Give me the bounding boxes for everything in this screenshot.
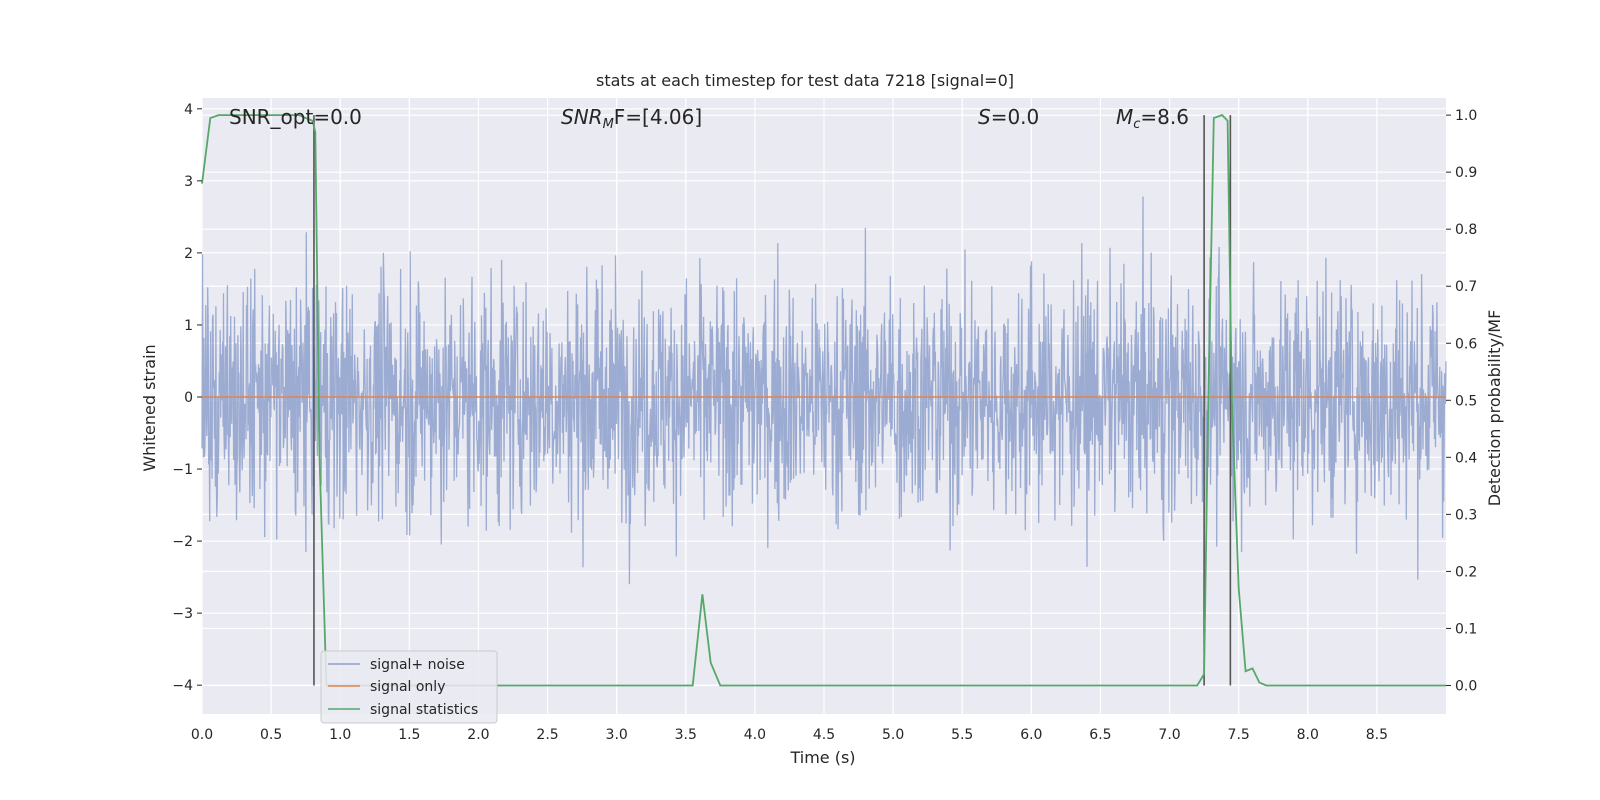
x-tick-label: 1.5 bbox=[398, 727, 420, 743]
signal-statistics-line bbox=[201, 114, 1446, 687]
annotation-mc: Mc=8.6 bbox=[1116, 105, 1189, 132]
x-tick-label: 8.0 bbox=[1297, 727, 1319, 743]
y-tick-label: 0 bbox=[184, 390, 193, 406]
annotation-snr-opt: SNR_opt=0.0 bbox=[229, 105, 362, 129]
x-tick-label: 7.0 bbox=[1158, 727, 1180, 743]
y-tick-label: −3 bbox=[172, 606, 193, 622]
y-right-tick-label: 0.0 bbox=[1455, 678, 1477, 694]
x-tick-label: 3.0 bbox=[606, 727, 628, 743]
chart-title: stats at each timestep for test data 721… bbox=[596, 71, 1014, 90]
y-right-tick-label: 1.0 bbox=[1455, 108, 1477, 124]
y-axis-ticks: 4 3 2 1 0 −1 −2 −3 −4 bbox=[172, 102, 202, 694]
x-tick-label: 6.5 bbox=[1089, 727, 1111, 743]
y-axis-label: Whitened strain bbox=[140, 344, 159, 471]
x-tick-label: 7.5 bbox=[1228, 727, 1250, 743]
x-tick-label: 8.5 bbox=[1366, 727, 1388, 743]
y-tick-label: −4 bbox=[172, 678, 193, 694]
y-right-tick-label: 0.6 bbox=[1455, 336, 1477, 352]
y-right-tick-label: 0.2 bbox=[1455, 564, 1477, 580]
x-tick-label: 4.5 bbox=[813, 727, 835, 743]
x-tick-label: 5.5 bbox=[951, 727, 973, 743]
y-right-axis-label: Detection probability/MF bbox=[1485, 310, 1504, 507]
x-tick-label: 2.0 bbox=[467, 727, 489, 743]
y-right-tick-label: 0.5 bbox=[1455, 393, 1477, 409]
y-right-tick-label: 0.7 bbox=[1455, 279, 1477, 295]
x-axis-ticks: 0.0 0.5 1.0 1.5 2.0 2.5 3.0 3.5 4.0 4.5 5.0 5.5 6.0 6… bbox=[191, 727, 1388, 743]
noise-path bbox=[201, 196, 1447, 585]
y-right-tick-label: 0.8 bbox=[1455, 222, 1477, 238]
legend-label-statistics: signal statistics bbox=[370, 702, 478, 718]
x-tick-label: 4.0 bbox=[744, 727, 766, 743]
x-tick-label: 5.0 bbox=[882, 727, 904, 743]
annotation-snr-mf: SNRMF=[4.06] bbox=[561, 105, 702, 132]
vertical-markers bbox=[313, 115, 1232, 686]
legend-label-noise: signal+ noise bbox=[370, 657, 465, 673]
legend: signal+ noise signal only signal statist… bbox=[320, 650, 498, 724]
y-tick-label: 4 bbox=[184, 102, 193, 118]
y-tick-label: 1 bbox=[184, 318, 193, 334]
legend-label-signal-only: signal only bbox=[370, 679, 445, 695]
legend-box bbox=[320, 650, 498, 724]
x-tick-label: 6.0 bbox=[1020, 727, 1042, 743]
y-right-tick-label: 0.4 bbox=[1455, 450, 1477, 466]
x-tick-label: 3.5 bbox=[675, 727, 697, 743]
y-right-axis-ticks: 1.0 0.9 0.8 0.7 0.6 0.5 0.4 0.3 0.2 0.1 0.0 bbox=[1446, 108, 1477, 694]
x-tick-label: 2.5 bbox=[536, 727, 558, 743]
y-tick-label: −2 bbox=[172, 534, 193, 550]
annotation-s: S=0.0 bbox=[978, 105, 1039, 129]
y-tick-label: 3 bbox=[184, 174, 193, 190]
y-right-tick-label: 0.1 bbox=[1455, 621, 1477, 637]
x-axis-label: Time (s) bbox=[789, 748, 855, 767]
y-tick-label: 2 bbox=[184, 246, 193, 262]
y-tick-label: −1 bbox=[172, 462, 193, 478]
noise-series bbox=[201, 196, 1447, 585]
y-right-tick-label: 0.3 bbox=[1455, 507, 1477, 523]
x-tick-label: 0.5 bbox=[260, 727, 282, 743]
x-tick-label: 0.0 bbox=[191, 727, 213, 743]
x-tick-label: 1.0 bbox=[329, 727, 351, 743]
y-right-tick-label: 0.9 bbox=[1455, 165, 1477, 181]
